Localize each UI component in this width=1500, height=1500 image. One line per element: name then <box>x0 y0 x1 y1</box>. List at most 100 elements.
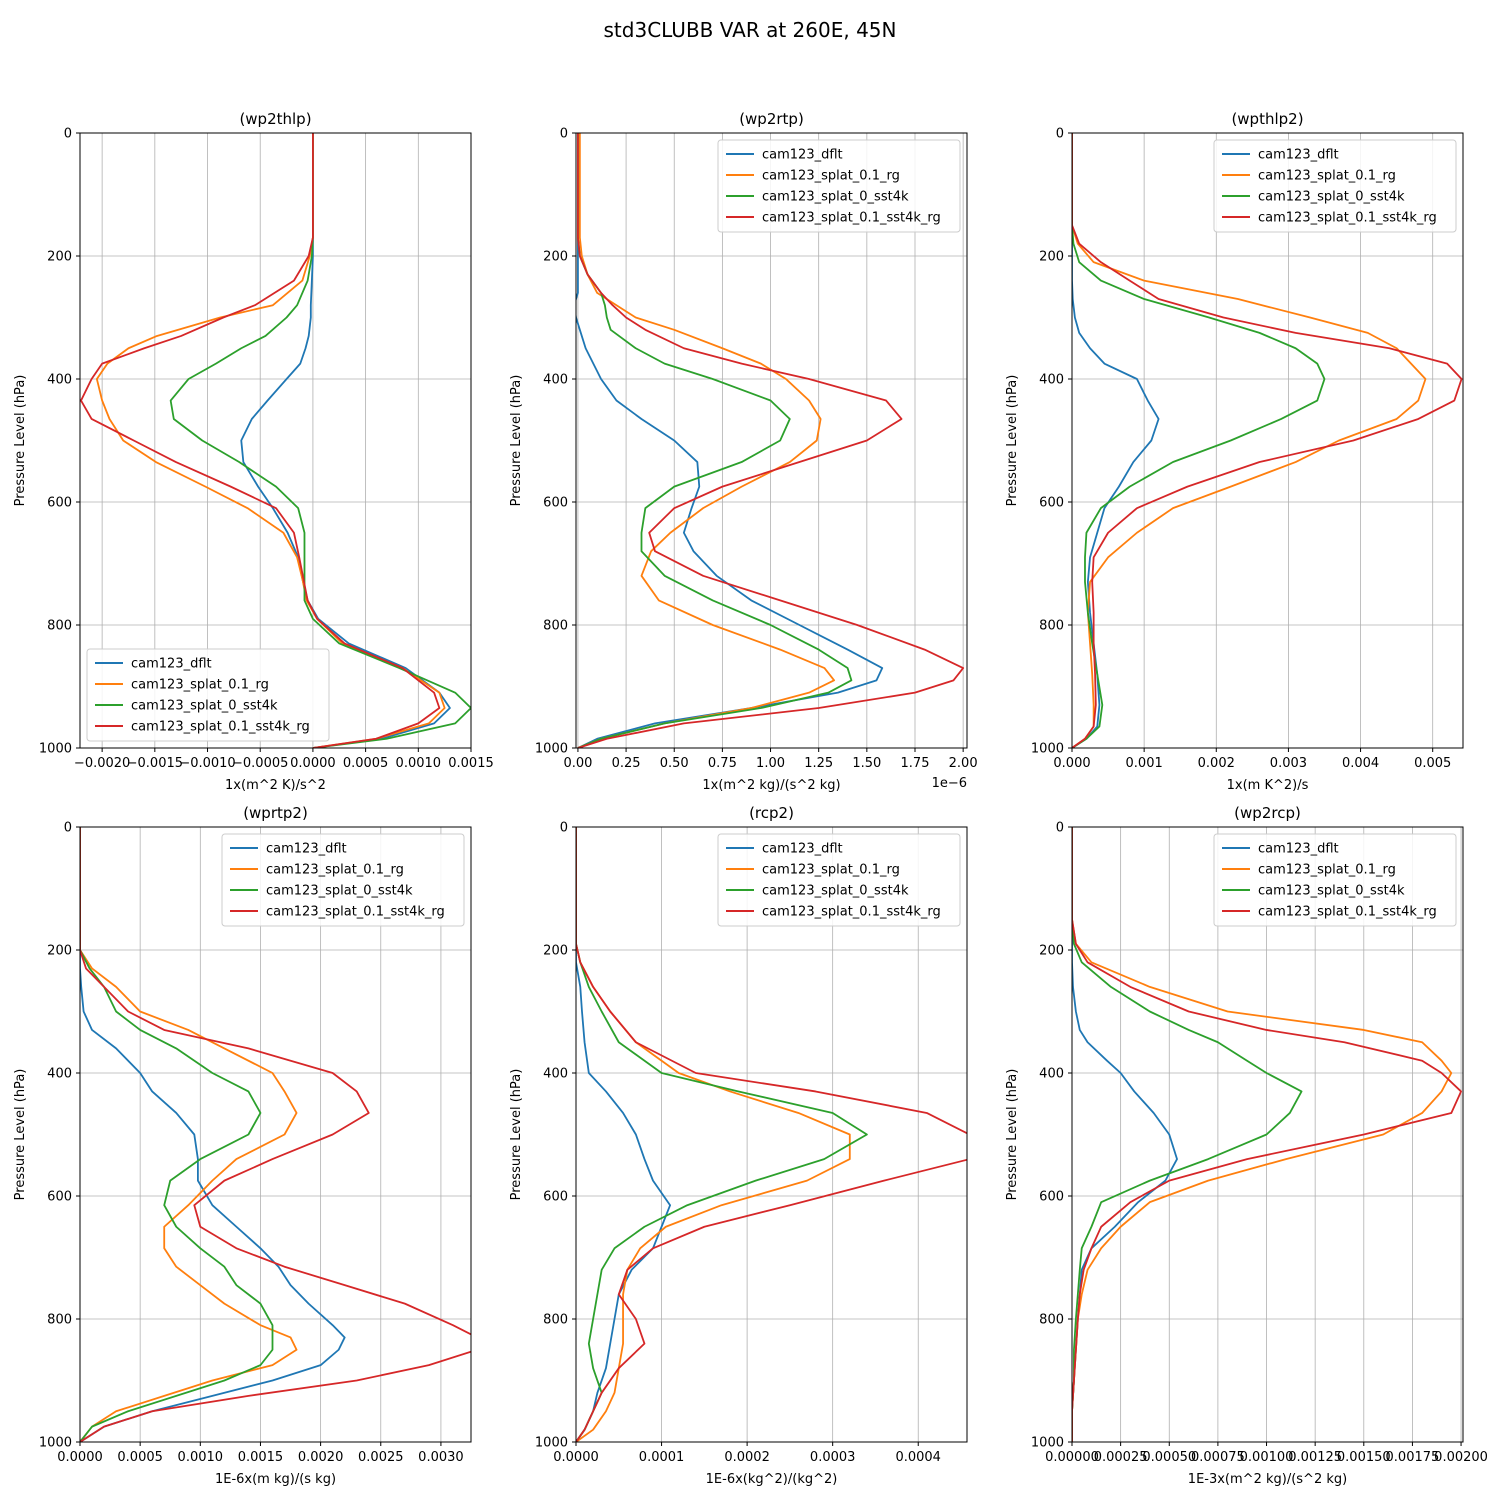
x-tick-label: 0.00200 <box>1434 1450 1488 1465</box>
y-tick-label: 400 <box>47 373 72 388</box>
series-line-cam123_dflt <box>576 827 672 1442</box>
legend-label: cam123_dflt <box>1258 842 1339 857</box>
series-lines <box>80 827 471 1442</box>
series-line-cam123_dflt <box>80 827 346 1442</box>
subplot-1: −0.0020−0.0015−0.0010−0.0005 0.0000 0.0005… <box>13 110 494 793</box>
legend-label: cam123_splat_0.1_rg <box>762 169 900 184</box>
legend-label: cam123_dflt <box>762 148 843 163</box>
series-line-cam123_splat_0.1_sst4k_rg <box>80 827 471 1442</box>
y-tick-label: 1000 <box>1031 1436 1064 1451</box>
x-tick-label: −0.0010 <box>179 756 235 771</box>
subplot-title: (wp2thlp) <box>239 110 311 128</box>
series-line-cam123_splat_0.1_sst4k_rg <box>1072 827 1462 1442</box>
y-tick-label: 800 <box>1039 1313 1064 1328</box>
legend-label: cam123_splat_0.1_sst4k_rg <box>131 720 310 735</box>
x-tick-label: 0.00000 <box>1045 1450 1099 1465</box>
x-tick-label: 2.00 <box>949 756 978 771</box>
legend: cam123_dflt cam123_splat_0.1_rg cam123_spl… <box>86 648 330 742</box>
legend-label: cam123_splat_0_sst4k <box>762 190 909 205</box>
x-tick-label: 0.001 <box>1126 756 1163 771</box>
subplot-2: 0.00 0.25 0.50 0.75 1.00 1.25 1.50 1.75 2.00 0 200… <box>509 110 978 793</box>
x-tick-label: 0.0000 <box>57 1450 103 1465</box>
legend-label: cam123_splat_0_sst4k <box>266 884 413 899</box>
axes-frame <box>1071 132 1464 749</box>
series-line-cam123_splat_0.1_sst4k_rg <box>577 133 965 748</box>
legend: cam123_dflt cam123_splat_0.1_rg cam123_spl… <box>717 139 961 233</box>
y-axis-label: Pressure Level (hPa) <box>1005 375 1020 507</box>
x-tick-label: 0.00075 <box>1191 1450 1245 1465</box>
y-axis-label: Pressure Level (hPa) <box>13 1069 28 1201</box>
series-lines <box>80 133 471 748</box>
legend-frame <box>86 648 330 742</box>
legend-frame <box>717 139 961 233</box>
legend: cam123_dflt cam123_splat_0.1_rg cam123_spl… <box>1213 833 1457 927</box>
figure-suptitle: std3CLUBB VAR at 260E, 45N <box>604 18 897 42</box>
legend: cam123_dflt cam123_splat_0.1_rg cam123_spl… <box>717 833 961 927</box>
y-tick-label: 0 <box>1056 127 1064 142</box>
legend-label: cam123_splat_0_sst4k <box>762 884 909 899</box>
y-tick-label: 600 <box>1039 496 1064 511</box>
legend-frame <box>717 833 961 927</box>
y-tick-label: 800 <box>1039 619 1064 634</box>
y-tick-label: 800 <box>543 1313 568 1328</box>
y-axis-label: Pressure Level (hPa) <box>509 1069 524 1201</box>
y-tick-label: 400 <box>543 1067 568 1082</box>
y-tick-label: 0 <box>1056 821 1064 836</box>
y-tick-label: 400 <box>1039 1067 1064 1082</box>
x-tick-label: 1.75 <box>901 756 930 771</box>
legend-frame <box>1213 139 1457 233</box>
x-tick-label: 0.00125 <box>1288 1450 1342 1465</box>
series-line-cam123_splat_0.1_sst4k_rg <box>80 133 441 748</box>
series-line-cam123_splat_0.1_sst4k_rg <box>576 827 967 1442</box>
series-line-cam123_splat_0.1_sst4k_rg <box>1072 133 1463 748</box>
x-tick-label: 0.00175 <box>1386 1450 1440 1465</box>
x-tick-label: 0.00050 <box>1142 1450 1196 1465</box>
series-line-cam123_splat_0.1_rg <box>95 133 446 748</box>
x-tick-label: 0.0004 <box>895 1450 941 1465</box>
y-tick-label: 200 <box>47 250 72 265</box>
x-axis-label: 1E-6x(kg^2)/(kg^2) <box>706 1472 838 1487</box>
x-tick-label: 0.0030 <box>418 1450 464 1465</box>
legend-label: cam123_dflt <box>266 842 347 857</box>
series-lines <box>576 827 967 1442</box>
x-tick-label: 0.004 <box>1342 756 1379 771</box>
y-axis-label: Pressure Level (hPa) <box>509 375 524 507</box>
axes-frame <box>79 132 472 749</box>
y-tick-label: 200 <box>543 944 568 959</box>
series-line-cam123_splat_0_sst4k <box>80 827 274 1442</box>
y-tick-label: 400 <box>543 373 568 388</box>
x-axis-label: 1E-3x(m^2 kg)/(s^2 kg) <box>1188 1472 1347 1487</box>
y-tick-label: 0 <box>64 821 72 836</box>
y-tick-label: 800 <box>47 1313 72 1328</box>
x-axis-label: 1x(m^2 K)/s^2 <box>225 778 326 793</box>
legend-label: cam123_splat_0_sst4k <box>131 699 278 714</box>
x-tick-label: −0.0005 <box>232 756 288 771</box>
legend-frame <box>221 833 465 927</box>
y-tick-label: 1000 <box>1031 742 1064 757</box>
y-tick-label: 600 <box>543 496 568 511</box>
legend-label: cam123_dflt <box>131 657 212 672</box>
legend-label: cam123_dflt <box>762 842 843 857</box>
subplot-6: 0.000000.000250.000500.000750.001000.001… <box>1005 804 1488 1487</box>
y-tick-label: 1000 <box>535 742 568 757</box>
x-tick-label: 0.75 <box>708 756 737 771</box>
x-tick-label: 0.003 <box>1270 756 1307 771</box>
subplot-title: (wp2rcp) <box>1234 804 1301 822</box>
subplot-title: (wprtp2) <box>243 804 308 822</box>
series-line-cam123_splat_0.1_rg <box>577 133 835 748</box>
y-tick-label: 600 <box>1039 1190 1064 1205</box>
x-tick-label: 0.0005 <box>117 1450 163 1465</box>
legend-label: cam123_splat_0.1_rg <box>1258 169 1396 184</box>
x-tick-label: 0.00100 <box>1240 1450 1294 1465</box>
legend-label: cam123_splat_0.1_sst4k_rg <box>1258 211 1437 226</box>
x-tick-label: 0.0000 <box>553 1450 599 1465</box>
legend-label: cam123_splat_0.1_rg <box>762 863 900 878</box>
legend: cam123_dflt cam123_splat_0.1_rg cam123_spl… <box>1213 139 1457 233</box>
y-tick-label: 800 <box>543 619 568 634</box>
y-tick-label: 0 <box>64 127 72 142</box>
x-tick-label: 0.0015 <box>448 756 494 771</box>
x-tick-label: 0.0025 <box>358 1450 404 1465</box>
x-tick-label: 0.0001 <box>639 1450 685 1465</box>
